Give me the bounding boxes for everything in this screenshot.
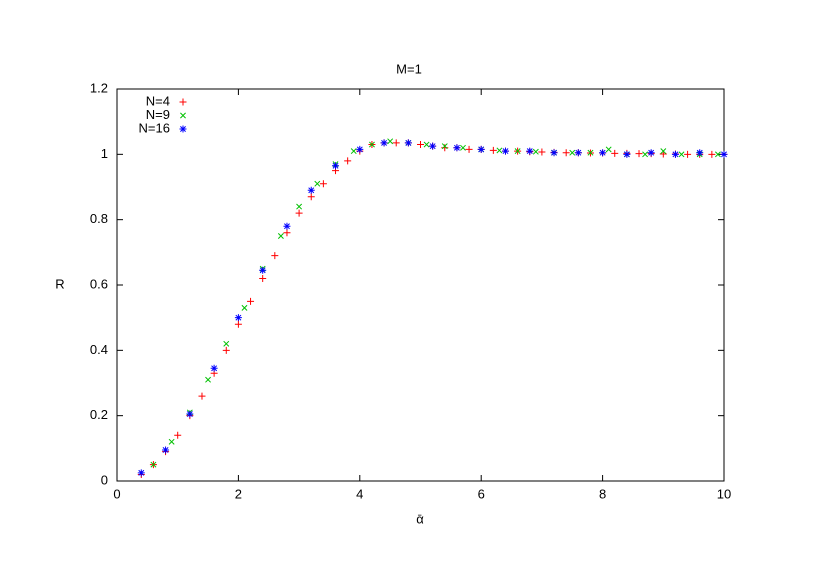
point <box>283 229 291 237</box>
point <box>605 146 612 153</box>
legend-marker <box>180 112 186 119</box>
point <box>623 150 631 158</box>
point <box>404 139 412 147</box>
point <box>150 461 157 468</box>
point <box>368 141 375 148</box>
point <box>356 145 364 153</box>
point <box>611 149 619 157</box>
y-tick-label: 0.8 <box>90 211 108 226</box>
point <box>247 297 255 305</box>
legend-label: N=4 <box>146 93 170 108</box>
point <box>344 157 352 165</box>
x-tick-label: 0 <box>113 486 120 501</box>
point <box>720 150 728 158</box>
point <box>210 364 218 372</box>
point <box>186 410 194 418</box>
y-tick-label: 1.2 <box>90 80 108 95</box>
point <box>307 193 315 201</box>
y-tick-label: 0 <box>101 472 108 487</box>
x-tick-label: 8 <box>599 486 606 501</box>
point <box>514 148 521 155</box>
legend-marker <box>179 98 187 106</box>
point <box>562 149 570 157</box>
point <box>222 346 230 354</box>
point <box>380 139 388 147</box>
point <box>392 139 400 147</box>
point <box>569 149 576 156</box>
point <box>168 438 175 445</box>
point <box>271 252 279 260</box>
point <box>387 138 394 145</box>
point <box>526 147 534 155</box>
point <box>460 144 466 151</box>
x-axis-label: ᾱ <box>416 511 424 526</box>
point <box>241 304 248 311</box>
point <box>708 150 716 158</box>
point <box>205 376 212 383</box>
y-tick-label: 0.4 <box>90 342 108 357</box>
y-tick-label: 0.6 <box>90 276 108 291</box>
point <box>496 147 503 154</box>
point <box>162 446 170 454</box>
chart-title: M=1 <box>396 61 422 76</box>
point <box>678 151 685 158</box>
point <box>417 141 424 149</box>
point <box>174 431 182 439</box>
point <box>599 149 607 157</box>
point <box>429 142 437 150</box>
point <box>550 149 558 157</box>
point <box>532 148 539 155</box>
point <box>647 149 655 157</box>
x-tick-label: 10 <box>717 486 731 501</box>
point <box>477 145 485 153</box>
point <box>423 141 430 148</box>
y-tick-label: 0.2 <box>90 407 108 422</box>
point <box>671 150 679 158</box>
x-tick-label: 2 <box>235 486 242 501</box>
y-axis-label: R <box>55 276 64 291</box>
point <box>234 320 242 328</box>
x-tick-label: 6 <box>478 486 485 501</box>
legend-label: N=16 <box>139 120 170 135</box>
point <box>465 145 473 153</box>
point <box>635 150 643 158</box>
point <box>574 149 582 157</box>
point <box>350 148 357 155</box>
point <box>538 148 546 156</box>
point <box>660 148 667 155</box>
point <box>684 150 692 158</box>
point <box>587 149 594 156</box>
point <box>319 180 327 188</box>
point <box>714 151 721 158</box>
point <box>198 392 206 400</box>
point <box>453 144 461 152</box>
point <box>489 146 497 154</box>
point <box>223 340 230 347</box>
point <box>234 314 242 322</box>
point <box>259 266 267 274</box>
point <box>441 143 448 150</box>
point <box>332 162 340 170</box>
point <box>642 151 649 158</box>
point <box>307 186 315 194</box>
point <box>277 233 284 239</box>
point <box>696 149 704 157</box>
point <box>259 274 267 282</box>
legend-marker <box>179 125 187 133</box>
point <box>501 147 509 155</box>
y-tick-label: 1 <box>101 146 108 161</box>
point <box>314 180 321 187</box>
point <box>295 209 303 217</box>
point <box>283 222 291 230</box>
legend-label: N=9 <box>146 107 170 122</box>
x-tick-label: 4 <box>356 486 363 501</box>
point <box>137 469 145 477</box>
point <box>296 203 303 210</box>
